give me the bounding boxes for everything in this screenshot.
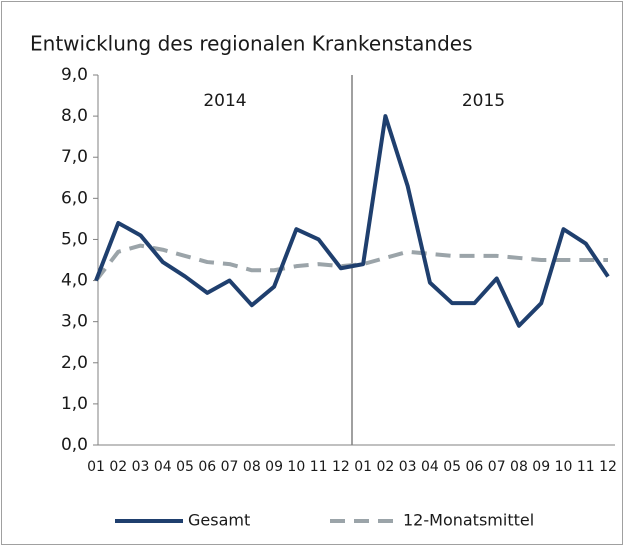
year-label: 2014: [203, 91, 246, 111]
y-tick-label: 6,0: [61, 188, 88, 208]
x-tick-label: 07: [488, 459, 506, 475]
year-label: 2015: [462, 91, 505, 111]
x-tick-label: 11: [577, 459, 595, 475]
y-tick-label: 1,0: [61, 394, 88, 414]
legend-label: 12-Monatsmittel: [403, 511, 534, 530]
x-tick-label: 12: [599, 459, 617, 475]
x-tick-label: 08: [243, 459, 261, 475]
chart-title: Entwicklung des regionalen Krankenstande…: [30, 32, 473, 56]
y-tick-label: 4,0: [61, 271, 88, 291]
x-tick-label: 05: [443, 459, 461, 475]
x-tick-label: 10: [287, 459, 305, 475]
y-tick-label: 8,0: [61, 106, 88, 126]
x-tick-label: 02: [109, 459, 127, 475]
y-tick-label: 7,0: [61, 147, 88, 167]
x-tick-label: 10: [555, 459, 573, 475]
x-tick-label: 03: [399, 459, 417, 475]
y-tick-label: 9,0: [61, 65, 88, 85]
x-tick-label: 09: [532, 459, 550, 475]
x-tick-label: 01: [87, 459, 105, 475]
x-tick-label: 04: [154, 459, 172, 475]
x-tick-label: 05: [176, 459, 194, 475]
x-tick-label: 06: [198, 459, 216, 475]
x-tick-label: 01: [354, 459, 372, 475]
legend-label: Gesamt: [188, 511, 250, 530]
y-tick-label: 2,0: [61, 353, 88, 373]
x-tick-label: 02: [376, 459, 394, 475]
x-tick-label: 12: [332, 459, 350, 475]
y-tick-label: 0,0: [61, 435, 88, 455]
series-line: [94, 114, 610, 328]
x-tick-label: 08: [510, 459, 528, 475]
x-tick-label: 03: [132, 459, 150, 475]
y-tick-label: 5,0: [61, 229, 88, 249]
x-tick-label: 11: [310, 459, 328, 475]
x-tick-label: 09: [265, 459, 283, 475]
x-tick-label: 04: [421, 459, 439, 475]
x-tick-label: 07: [221, 459, 239, 475]
x-tick-label: 06: [466, 459, 484, 475]
y-tick-label: 3,0: [61, 312, 88, 332]
